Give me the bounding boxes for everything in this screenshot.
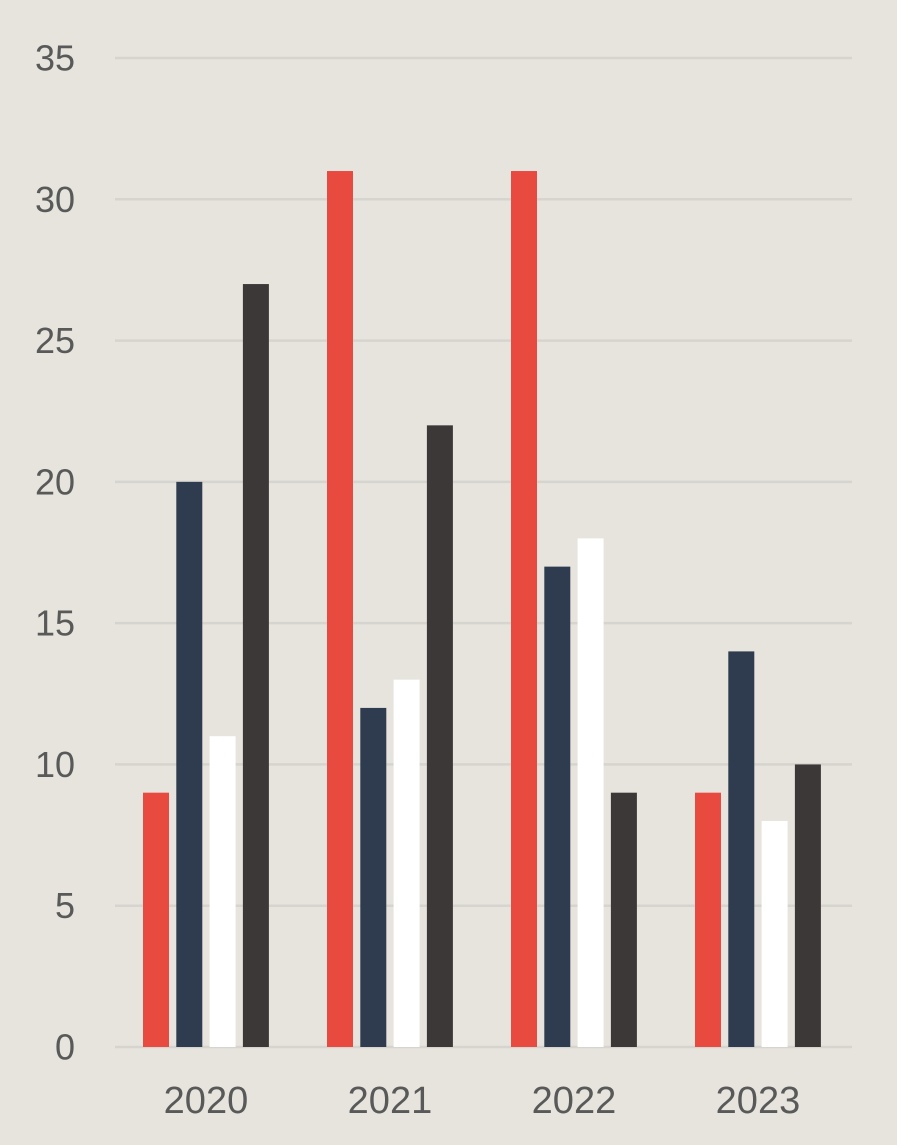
bar-2020-series-1 bbox=[143, 792, 169, 1047]
y-tick-label-10: 10 bbox=[35, 744, 75, 785]
bar-2022-series-2 bbox=[544, 566, 571, 1047]
bar-2023-series-1 bbox=[695, 792, 721, 1047]
y-tick-label-0: 0 bbox=[55, 1027, 75, 1068]
bar-2022-series-4 bbox=[610, 792, 637, 1047]
bar-2020-series-4 bbox=[242, 284, 269, 1047]
x-category-label-2020: 2020 bbox=[164, 1080, 249, 1122]
y-axis-tick-labels: 0 5 10 15 20 25 30 35 bbox=[35, 38, 75, 1068]
y-tick-label-15: 15 bbox=[35, 603, 75, 644]
y-tick-label-30: 30 bbox=[35, 179, 75, 220]
bar-2021-series-3 bbox=[393, 679, 420, 1047]
bar-2022-series-1 bbox=[511, 171, 537, 1047]
bar-2023-series-2 bbox=[728, 651, 755, 1047]
bar-2021-series-4 bbox=[426, 425, 453, 1047]
x-category-label-2022: 2022 bbox=[532, 1080, 617, 1122]
y-tick-label-20: 20 bbox=[35, 461, 75, 502]
x-category-label-2021: 2021 bbox=[348, 1080, 433, 1122]
y-tick-label-35: 35 bbox=[35, 38, 75, 79]
x-category-label-2023: 2023 bbox=[716, 1080, 801, 1122]
bar-2022-series-3 bbox=[577, 538, 604, 1047]
y-tick-label-5: 5 bbox=[55, 885, 75, 926]
bar-2020-series-3 bbox=[209, 736, 236, 1047]
bar-2023-series-3 bbox=[761, 820, 788, 1047]
bar-2020-series-2 bbox=[176, 481, 203, 1047]
bar-2021-series-1 bbox=[327, 171, 353, 1047]
y-tick-label-25: 25 bbox=[35, 320, 75, 361]
bars bbox=[143, 171, 821, 1047]
bar-2021-series-2 bbox=[360, 707, 387, 1047]
bar-2023-series-4 bbox=[794, 764, 821, 1047]
x-axis-category-labels: 2020 2021 2022 2023 bbox=[164, 1080, 801, 1122]
gridlines bbox=[115, 56, 852, 1049]
